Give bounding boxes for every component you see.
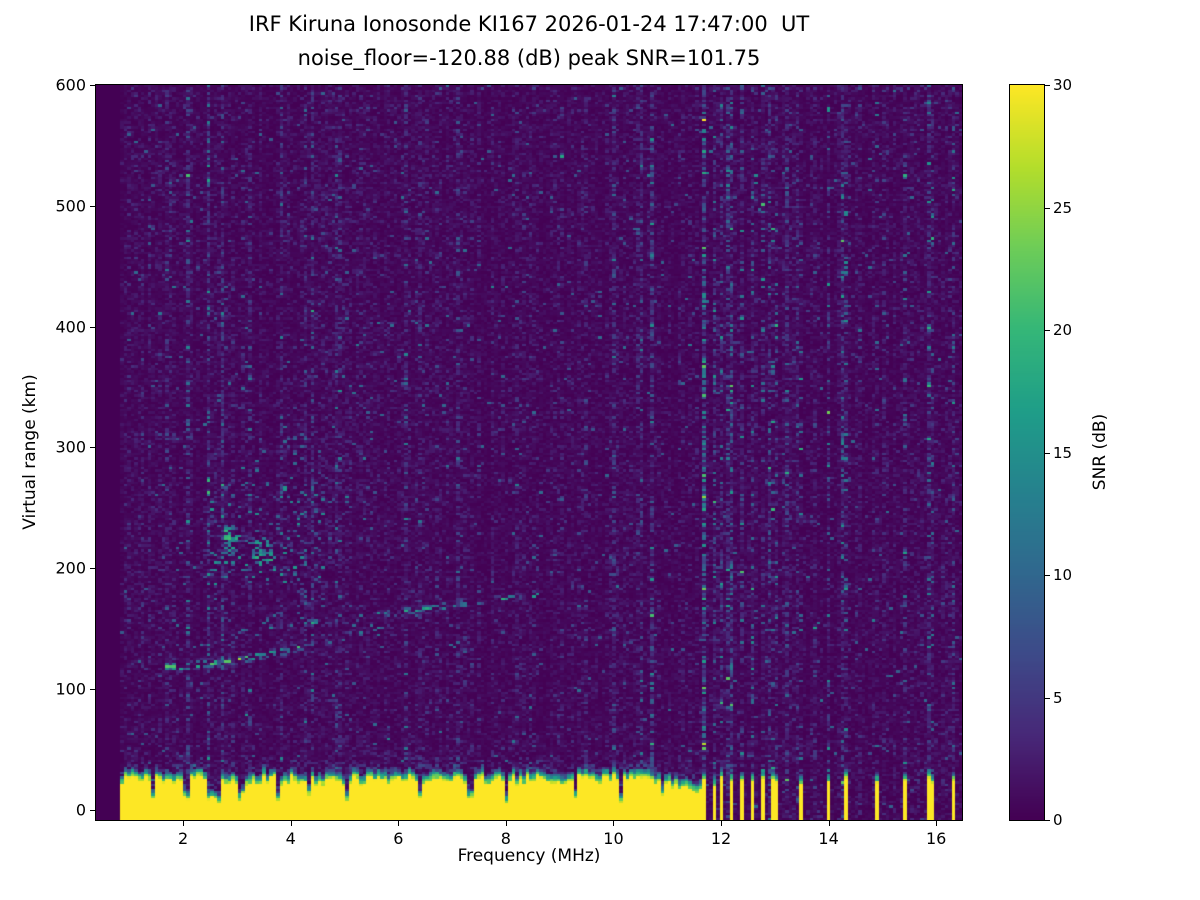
- y-tick-mark: [90, 447, 96, 449]
- y-tick-mark: [90, 688, 96, 690]
- x-tick-mark: [721, 820, 723, 826]
- colorbar-tick-label: 5: [1053, 688, 1063, 707]
- x-tick-label: 6: [393, 829, 404, 848]
- y-tick-mark: [90, 205, 96, 207]
- y-tick-label: 500: [55, 196, 86, 216]
- y-tick-label: 200: [55, 558, 86, 578]
- x-tick-label: 14: [818, 829, 839, 848]
- x-tick-mark: [290, 820, 292, 826]
- y-tick-label: 0: [75, 800, 86, 820]
- y-tick-mark: [90, 568, 96, 570]
- x-tick-mark: [613, 820, 615, 826]
- x-tick-mark: [936, 820, 938, 826]
- chart-title-line2: noise_floor=-120.88 (dB) peak SNR=101.75: [297, 46, 761, 70]
- x-tick-mark: [398, 820, 400, 826]
- y-tick-mark: [90, 809, 96, 811]
- chart-title-line1: IRF Kiruna Ionosonde KI167 2026-01-24 17…: [248, 12, 810, 36]
- colorbar-tick-label: 30: [1053, 76, 1073, 94]
- colorbar-frame: [1009, 84, 1045, 821]
- y-tick-label: 400: [55, 317, 86, 337]
- colorbar-tick-mark: [1044, 452, 1050, 454]
- colorbar-label: SNR (dB): [1090, 413, 1110, 491]
- x-tick-label: 4: [285, 829, 296, 848]
- colorbar-tick-label: 20: [1053, 321, 1073, 339]
- colorbar-tick-label: 15: [1053, 443, 1073, 462]
- chart-title: IRF Kiruna Ionosonde KI167 2026-01-24 17…: [96, 7, 962, 75]
- y-tick-mark: [90, 85, 96, 86]
- x-tick-label: 10: [603, 829, 624, 848]
- colorbar-tick-label: 10: [1053, 566, 1073, 584]
- x-tick-mark: [183, 820, 185, 826]
- plot-frame: [95, 84, 963, 821]
- colorbar-tick-mark: [1044, 575, 1050, 576]
- x-tick-label: 16: [925, 829, 947, 848]
- x-tick-mark: [828, 820, 830, 826]
- ionogram-heatmap: [96, 85, 962, 820]
- y-tick-mark: [90, 326, 96, 328]
- x-tick-label: 2: [178, 829, 189, 848]
- colorbar-tick-mark: [1044, 85, 1050, 86]
- colorbar-tick-label: 0: [1053, 811, 1063, 829]
- colorbar-tick-label: 25: [1053, 198, 1073, 217]
- colorbar-tick-mark: [1044, 697, 1050, 699]
- y-axis-label: Virtual range (km): [20, 374, 40, 530]
- y-tick-label: 100: [55, 679, 86, 699]
- colorbar-tick-mark: [1044, 330, 1050, 331]
- x-tick-label: 8: [500, 829, 511, 848]
- x-axis-label: Frequency (MHz): [457, 846, 601, 866]
- colorbar-tick-mark: [1044, 207, 1050, 209]
- x-tick-mark: [505, 820, 507, 826]
- y-tick-label: 600: [55, 75, 86, 95]
- y-tick-label: 300: [55, 437, 86, 457]
- x-tick-label: 12: [710, 829, 732, 848]
- colorbar-gradient: [1010, 85, 1044, 820]
- colorbar-tick-mark: [1044, 820, 1050, 821]
